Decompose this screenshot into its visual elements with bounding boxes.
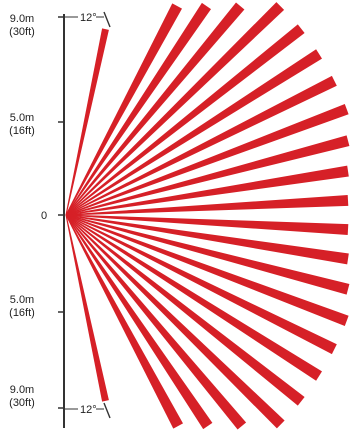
- beam-zone-13: [65, 214, 349, 265]
- axis-label-30ft-top: (30ft): [9, 26, 35, 38]
- axis-label-16ft-top: (16ft): [9, 125, 35, 137]
- beam-long-range-top: [65, 28, 109, 216]
- beam-zone-6: [65, 49, 322, 216]
- beam-zone-8: [65, 104, 349, 216]
- angle-label-top: 12°: [80, 12, 97, 24]
- beam-zone-14: [65, 214, 350, 295]
- beam-zone-21: [65, 214, 213, 430]
- axis-label-30ft-bottom: (30ft): [9, 397, 35, 409]
- angle-label-bottom: 12°: [80, 404, 97, 416]
- beam-zone-3: [65, 2, 245, 216]
- beam-zone-10: [65, 165, 349, 216]
- beam-zone-19: [65, 214, 285, 429]
- axis-label-9m-bottom: 9.0m: [10, 384, 34, 396]
- beam-long-range-bottom: [65, 214, 109, 402]
- beam-zone-18: [65, 214, 305, 406]
- beam-zone-1: [65, 3, 182, 216]
- beam-zone-17: [65, 214, 322, 381]
- beam-zone-7: [65, 75, 337, 216]
- angle-bracket-top: [103, 11, 111, 28]
- beam-zone-9: [65, 135, 350, 216]
- angle-bracket-bottom: [103, 402, 111, 419]
- beam-zone-22: [65, 214, 183, 429]
- axis-label-16ft-bottom: (16ft): [9, 307, 35, 319]
- axis-label-9m-top: 9.0m: [10, 13, 34, 25]
- beam-zone-2: [65, 2, 211, 216]
- beam-zone-16: [65, 214, 337, 355]
- beam-zone-11: [66, 195, 349, 216]
- axis-label-origin: 0: [41, 210, 47, 222]
- beam-fan: [65, 2, 350, 430]
- axis-label-5m-top: 5.0m: [10, 112, 34, 124]
- beam-zone-4: [65, 2, 285, 216]
- beam-zone-15: [65, 214, 349, 326]
- beam-zone-12: [66, 214, 349, 235]
- axis-label-5m-bottom: 5.0m: [10, 294, 34, 306]
- beam-zone-20: [65, 214, 247, 430]
- beam-zone-5: [65, 24, 305, 216]
